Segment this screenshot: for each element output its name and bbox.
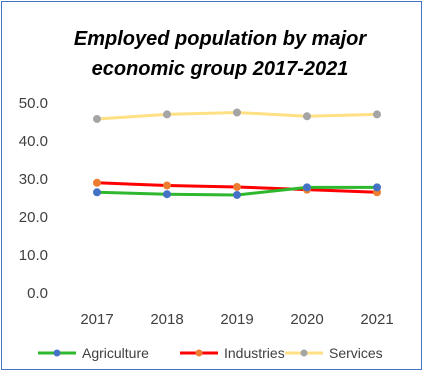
data-point-agriculture <box>93 188 101 197</box>
x-tick-label: 2020 <box>290 311 323 328</box>
data-point-industries <box>163 181 171 190</box>
legend-label-services: Services <box>329 345 383 361</box>
data-point-agriculture <box>373 183 381 192</box>
x-tick-label: 2021 <box>360 311 393 328</box>
legend-marker-agriculture <box>53 349 61 357</box>
x-tick-label: 2019 <box>220 311 253 328</box>
legend-label-agriculture: Agriculture <box>82 345 149 361</box>
chart-title-line-1: Employed population by major <box>73 28 367 50</box>
y-tick-label: 50.0 <box>19 95 48 112</box>
data-point-agriculture <box>303 183 311 192</box>
data-point-services <box>373 110 381 119</box>
legend-label-industries: Industries <box>224 345 285 361</box>
data-point-services <box>303 112 311 121</box>
chart-title-line-2: economic group 2017-2021 <box>91 58 349 80</box>
y-tick-label: 30.0 <box>19 171 48 188</box>
data-point-services <box>93 114 101 123</box>
x-tick-label: 2017 <box>80 311 113 328</box>
y-tick-label: 40.0 <box>19 133 48 150</box>
legend-marker-industries <box>195 349 203 357</box>
legend-marker-services <box>300 349 308 357</box>
y-tick-label: 0.0 <box>27 285 48 302</box>
data-point-agriculture <box>233 190 241 199</box>
data-point-industries <box>233 182 241 191</box>
x-tick-label: 2018 <box>150 311 183 328</box>
data-point-agriculture <box>163 190 171 199</box>
y-tick-label: 20.0 <box>19 209 48 226</box>
data-point-services <box>233 108 241 117</box>
chart-title: Employed population by major economic gr… <box>40 24 400 84</box>
data-point-services <box>163 110 171 119</box>
y-tick-label: 10.0 <box>19 247 48 264</box>
data-point-industries <box>93 178 101 187</box>
